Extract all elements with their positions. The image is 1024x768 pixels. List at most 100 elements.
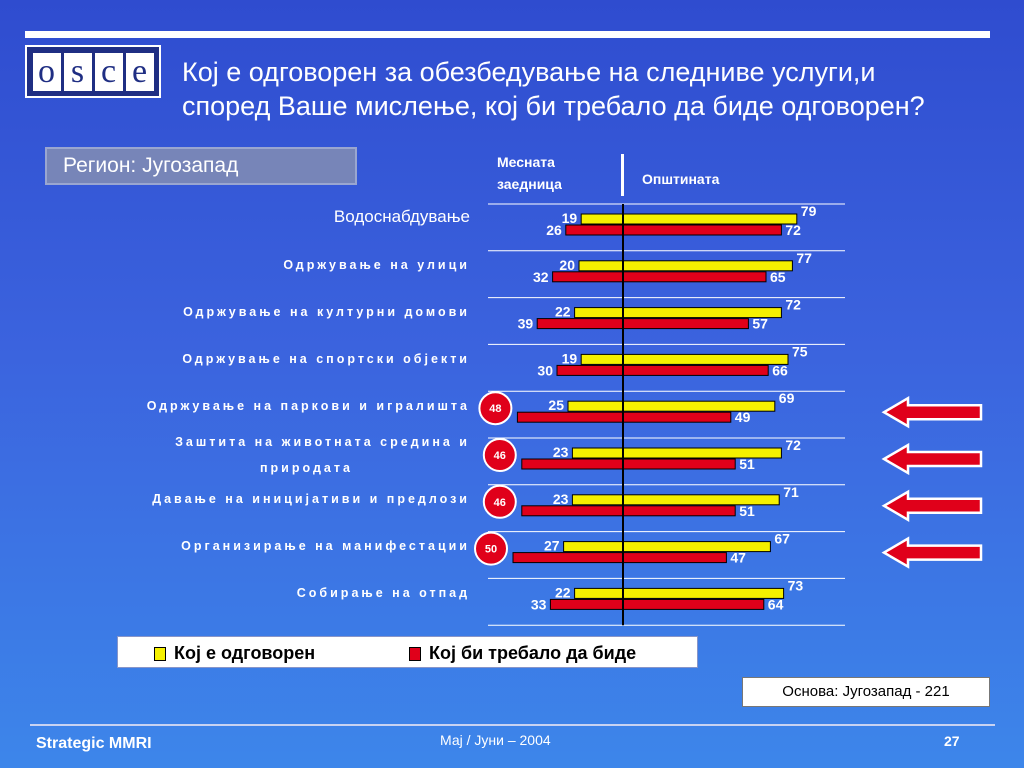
highlight-callout	[478, 391, 513, 426]
value-label-should-be-local: 33	[531, 596, 547, 612]
highlight-callout	[482, 484, 517, 519]
value-label-responsible-municipality: 75	[792, 343, 808, 359]
category-label: Давање на иницијативи и предлози	[152, 492, 470, 507]
bar-responsible-municipality	[622, 353, 789, 365]
logo-letter: c	[94, 52, 123, 91]
value-label-responsible-local: 19	[562, 210, 578, 226]
value-label-responsible-local: 23	[553, 491, 569, 507]
bottom-rule	[30, 724, 995, 726]
value-label-responsible-municipality: 72	[785, 297, 801, 313]
bar-responsible-local	[574, 587, 624, 599]
value-label-responsible-municipality: 67	[774, 531, 790, 547]
bar-responsible-local	[578, 260, 624, 272]
value-label-responsible-local: 27	[544, 538, 560, 554]
highlight-arrow-icon	[881, 442, 983, 476]
bar-responsible-local	[580, 213, 624, 225]
highlight-callout	[474, 531, 508, 566]
bar-responsible-local	[574, 307, 624, 319]
footer-company: Strategic MMRI	[36, 735, 152, 752]
bar-responsible-municipality	[622, 541, 771, 553]
region-label: Регион: Југозапад	[45, 147, 357, 185]
legend-item-responsible: Кој е одговорен	[154, 643, 315, 664]
value-label-should-be-local: 48	[489, 403, 501, 415]
value-label-should-be-municipality: 72	[785, 222, 801, 238]
bar-responsible-local	[571, 447, 624, 459]
highlight-arrow-icon	[881, 396, 983, 429]
bar-responsible-local	[563, 541, 624, 553]
title-line-2: според Ваше мислење, кој би требало да б…	[182, 91, 925, 121]
category-label: Одржување на паркови и игралишта	[146, 398, 470, 413]
value-label-responsible-municipality: 71	[783, 484, 799, 500]
bar-responsible-municipality	[622, 494, 780, 506]
value-label-should-be-local: 30	[537, 362, 553, 378]
category-label-line: природата	[260, 461, 353, 476]
value-label-responsible-municipality: 73	[788, 577, 804, 593]
legend-swatch-red	[409, 646, 421, 661]
value-label-responsible-municipality: 77	[796, 250, 812, 266]
column-header-local-line1: Месната	[497, 154, 555, 170]
footer-date: Мај / Јуни – 2004	[440, 732, 551, 748]
category-label: Собирање на отпад	[296, 585, 470, 600]
top-rule	[25, 31, 990, 38]
value-label-should-be-municipality: 49	[735, 409, 751, 425]
highlight-arrow-icon	[881, 536, 983, 569]
bar-responsible-municipality	[622, 260, 793, 272]
value-label-should-be-municipality: 47	[730, 550, 746, 566]
legend-swatch-yellow	[154, 646, 166, 661]
bar-should-be-municipality	[622, 552, 727, 564]
value-label-should-be-municipality: 65	[770, 269, 786, 285]
value-label-should-be-municipality: 64	[768, 596, 784, 612]
bar-responsible-municipality	[622, 400, 776, 412]
bar-responsible-local	[580, 353, 624, 365]
value-label-should-be-local: 46	[494, 497, 506, 509]
value-label-should-be-local: 50	[485, 544, 497, 556]
value-label-responsible-local: 23	[553, 444, 569, 460]
value-label-should-be-local: 39	[518, 316, 534, 332]
value-label-responsible-local: 22	[555, 304, 571, 320]
value-label-should-be-municipality: 51	[739, 456, 755, 472]
page-number: 27	[944, 733, 960, 749]
bar-should-be-local	[516, 411, 624, 423]
bar-responsible-municipality	[622, 213, 798, 225]
logo-letter: o	[32, 52, 61, 91]
bar-should-be-municipality	[622, 598, 765, 610]
bar-should-be-local	[549, 598, 624, 610]
legend-label-responsible: Кој е одговорен	[174, 643, 316, 663]
bar-responsible-local	[567, 400, 624, 412]
value-label-should-be-local: 26	[546, 222, 562, 238]
value-label-responsible-local: 25	[548, 397, 564, 413]
value-label-responsible-municipality: 79	[801, 203, 817, 219]
bar-should-be-local	[552, 271, 624, 283]
bar-should-be-municipality	[622, 411, 732, 423]
category-label: Одржување на културни домови	[183, 305, 470, 319]
osce-logo: o s c e	[25, 45, 161, 98]
value-label-responsible-local: 19	[562, 350, 578, 366]
column-header-local: Месната заедница	[497, 151, 562, 195]
value-label-responsible-municipality: 69	[779, 390, 795, 406]
bar-responsible-local	[571, 494, 624, 506]
bar-should-be-local	[536, 318, 624, 330]
slide-title: Кој е одговорен за обезбедување на следн…	[182, 55, 1012, 123]
column-header-divider	[621, 154, 624, 196]
bar-responsible-municipality	[622, 587, 785, 599]
value-label-responsible-local: 22	[555, 584, 571, 600]
legend-item-should-be: Кој би требало да биде	[409, 643, 636, 664]
value-label-should-be-local: 32	[533, 269, 549, 285]
category-label: Заштита на животната средина и природата	[50, 429, 470, 481]
value-label-should-be-municipality: 51	[739, 503, 755, 519]
category-label-line: Заштита на животната средина и	[175, 435, 470, 450]
bar-should-be-local	[556, 364, 624, 376]
legend-label-should-be: Кој би требало да биде	[429, 643, 637, 663]
category-label: Одржување на улици	[283, 258, 470, 273]
value-label-should-be-local: 46	[494, 450, 506, 462]
bar-should-be-municipality	[622, 224, 782, 236]
logo-letter: s	[63, 52, 92, 91]
logo-letter: e	[125, 52, 154, 91]
bar-should-be-municipality	[622, 458, 736, 470]
category-label: Водоснабдување	[333, 207, 470, 227]
bar-should-be-local	[521, 458, 624, 470]
bar-should-be-local	[512, 552, 624, 564]
value-label-responsible-local: 20	[559, 257, 575, 273]
highlight-callout	[482, 438, 517, 472]
value-label-should-be-municipality: 57	[752, 316, 768, 332]
